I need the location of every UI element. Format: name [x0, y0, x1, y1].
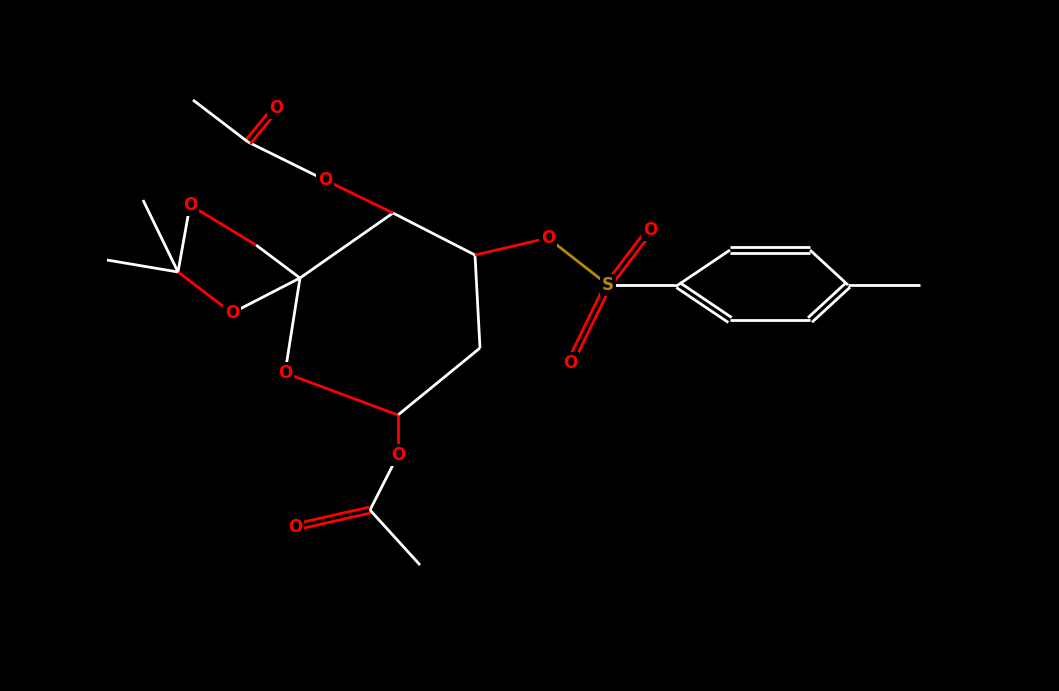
- Text: O: O: [643, 221, 658, 239]
- Text: O: O: [391, 446, 406, 464]
- Text: S: S: [602, 276, 614, 294]
- Text: O: O: [225, 304, 239, 322]
- Text: O: O: [288, 518, 302, 536]
- Text: O: O: [269, 99, 283, 117]
- Text: O: O: [318, 171, 333, 189]
- Text: O: O: [183, 196, 197, 214]
- Text: O: O: [563, 354, 577, 372]
- Text: O: O: [277, 364, 292, 382]
- Text: O: O: [541, 229, 555, 247]
